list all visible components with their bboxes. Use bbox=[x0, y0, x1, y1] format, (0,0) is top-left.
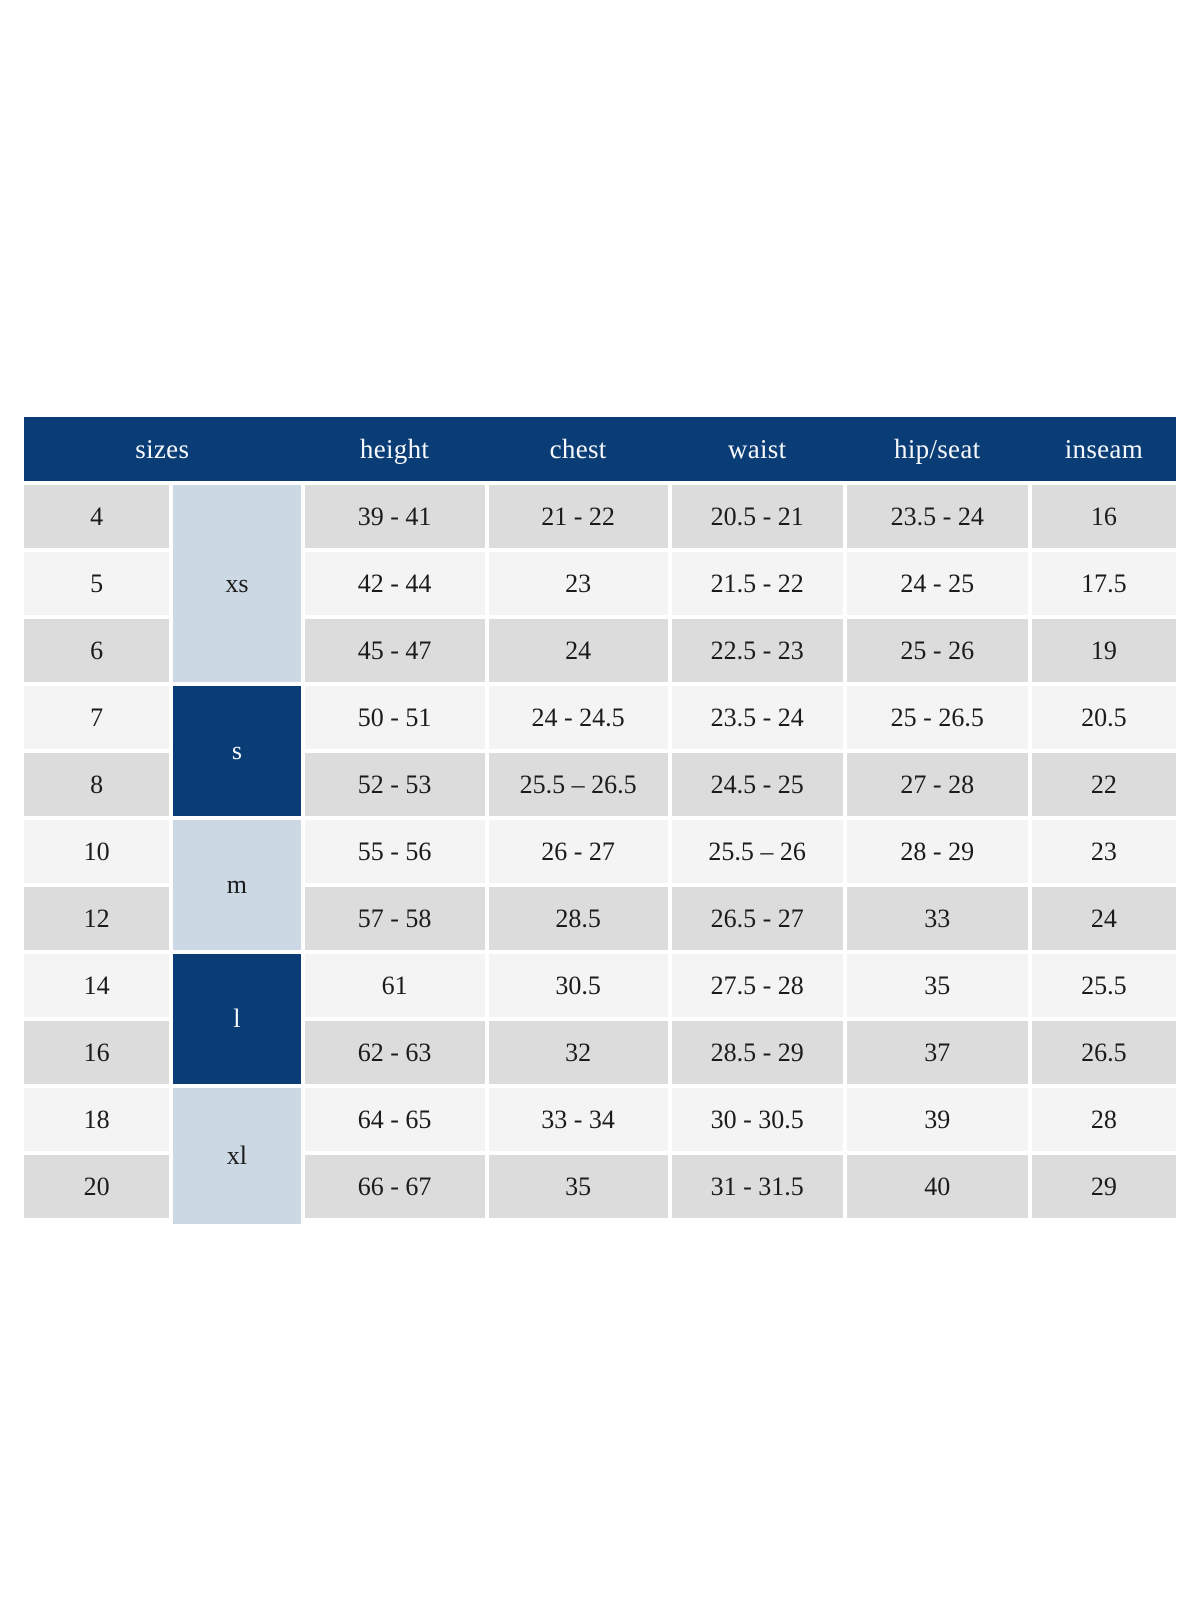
hip-seat-cell: 25 - 26.5 bbox=[846, 686, 1028, 749]
hip-seat-cell: 37 bbox=[846, 1021, 1028, 1084]
height-cell: 52 - 53 bbox=[304, 753, 485, 816]
inseam-cell: 26.5 bbox=[1031, 1021, 1176, 1084]
chest-cell: 26 - 27 bbox=[488, 820, 668, 883]
height-cell: 57 - 58 bbox=[304, 887, 485, 950]
height-cell: 42 - 44 bbox=[304, 552, 485, 615]
hip-seat-cell: 23.5 - 24 bbox=[846, 485, 1028, 548]
size-cell: 10 bbox=[24, 820, 170, 883]
chest-cell: 33 - 34 bbox=[488, 1088, 668, 1151]
size-cell: 5 bbox=[24, 552, 170, 615]
size-cell: 14 bbox=[24, 954, 170, 1017]
size-cell: 4 bbox=[24, 485, 170, 548]
column-header-chest: chest bbox=[549, 433, 607, 464]
size-group-cell-xl: xl bbox=[173, 1088, 301, 1224]
inseam-cell: 17.5 bbox=[1031, 552, 1176, 615]
inseam-cell: 22 bbox=[1031, 753, 1176, 816]
size-cell: 16 bbox=[24, 1021, 170, 1084]
size-group-cell-s: s bbox=[173, 686, 301, 816]
chest-cell: 32 bbox=[488, 1021, 668, 1084]
chest-cell: 35 bbox=[488, 1155, 668, 1218]
hip-seat-cell: 33 bbox=[846, 887, 1028, 950]
inseam-cell: 25.5 bbox=[1031, 954, 1176, 1017]
table-body: xs s m l xl 4 39 - 41 21 - 22 20.5 - 21 … bbox=[24, 485, 1176, 1224]
inseam-cell: 28 bbox=[1031, 1088, 1176, 1151]
chest-cell: 28.5 bbox=[488, 887, 668, 950]
height-cell: 66 - 67 bbox=[304, 1155, 485, 1218]
chest-cell: 24 bbox=[488, 619, 668, 682]
hip-seat-cell: 25 - 26 bbox=[846, 619, 1028, 682]
height-cell: 39 - 41 bbox=[304, 485, 485, 548]
hip-seat-cell: 28 - 29 bbox=[846, 820, 1028, 883]
waist-cell: 21.5 - 22 bbox=[671, 552, 843, 615]
inseam-cell: 29 bbox=[1031, 1155, 1176, 1218]
chest-cell: 24 - 24.5 bbox=[488, 686, 668, 749]
chest-cell: 30.5 bbox=[488, 954, 668, 1017]
waist-cell: 20.5 - 21 bbox=[671, 485, 843, 548]
height-cell: 62 - 63 bbox=[304, 1021, 485, 1084]
waist-cell: 27.5 - 28 bbox=[671, 954, 843, 1017]
chest-cell: 25.5 – 26.5 bbox=[488, 753, 668, 816]
table-header-row: sizes height chest waist hip/seat inseam bbox=[24, 417, 1176, 481]
hip-seat-cell: 39 bbox=[846, 1088, 1028, 1151]
hip-seat-cell: 24 - 25 bbox=[846, 552, 1028, 615]
size-cell: 8 bbox=[24, 753, 170, 816]
waist-cell: 24.5 - 25 bbox=[671, 753, 843, 816]
size-cell: 6 bbox=[24, 619, 170, 682]
inseam-cell: 16 bbox=[1031, 485, 1176, 548]
chest-cell: 23 bbox=[488, 552, 668, 615]
height-cell: 55 - 56 bbox=[304, 820, 485, 883]
waist-cell: 22.5 - 23 bbox=[671, 619, 843, 682]
size-cell: 7 bbox=[24, 686, 170, 749]
waist-cell: 23.5 - 24 bbox=[671, 686, 843, 749]
waist-cell: 26.5 - 27 bbox=[671, 887, 843, 950]
column-header-height: height bbox=[359, 433, 430, 464]
height-cell: 64 - 65 bbox=[304, 1088, 485, 1151]
hip-seat-cell: 35 bbox=[846, 954, 1028, 1017]
hip-seat-cell: 27 - 28 bbox=[846, 753, 1028, 816]
size-group-cell-l: l bbox=[173, 954, 301, 1084]
hip-seat-cell: 40 bbox=[846, 1155, 1028, 1218]
size-chart-table: sizes height chest waist hip/seat inseam… bbox=[24, 417, 1176, 1224]
inseam-cell: 20.5 bbox=[1031, 686, 1176, 749]
waist-cell: 30 - 30.5 bbox=[671, 1088, 843, 1151]
size-group-cell-xs: xs bbox=[173, 485, 301, 682]
column-header-sizes: sizes bbox=[135, 433, 190, 464]
inseam-cell: 23 bbox=[1031, 820, 1176, 883]
height-cell: 61 bbox=[304, 954, 485, 1017]
waist-cell: 25.5 – 26 bbox=[671, 820, 843, 883]
column-header-hip-seat: hip/seat bbox=[894, 433, 981, 464]
inseam-cell: 19 bbox=[1031, 619, 1176, 682]
waist-cell: 28.5 - 29 bbox=[671, 1021, 843, 1084]
height-cell: 45 - 47 bbox=[304, 619, 485, 682]
column-header-inseam: inseam bbox=[1064, 433, 1144, 464]
inseam-cell: 24 bbox=[1031, 887, 1176, 950]
column-header-waist: waist bbox=[727, 433, 787, 464]
waist-cell: 31 - 31.5 bbox=[671, 1155, 843, 1218]
size-cell: 18 bbox=[24, 1088, 170, 1151]
height-cell: 50 - 51 bbox=[304, 686, 485, 749]
size-cell: 12 bbox=[24, 887, 170, 950]
size-group-cell-m: m bbox=[173, 820, 301, 950]
size-cell: 20 bbox=[24, 1155, 170, 1218]
chest-cell: 21 - 22 bbox=[488, 485, 668, 548]
